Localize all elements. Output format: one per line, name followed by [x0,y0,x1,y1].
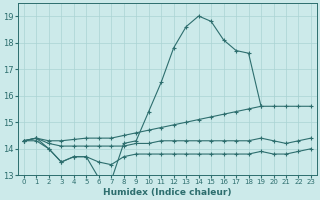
X-axis label: Humidex (Indice chaleur): Humidex (Indice chaleur) [103,188,232,197]
